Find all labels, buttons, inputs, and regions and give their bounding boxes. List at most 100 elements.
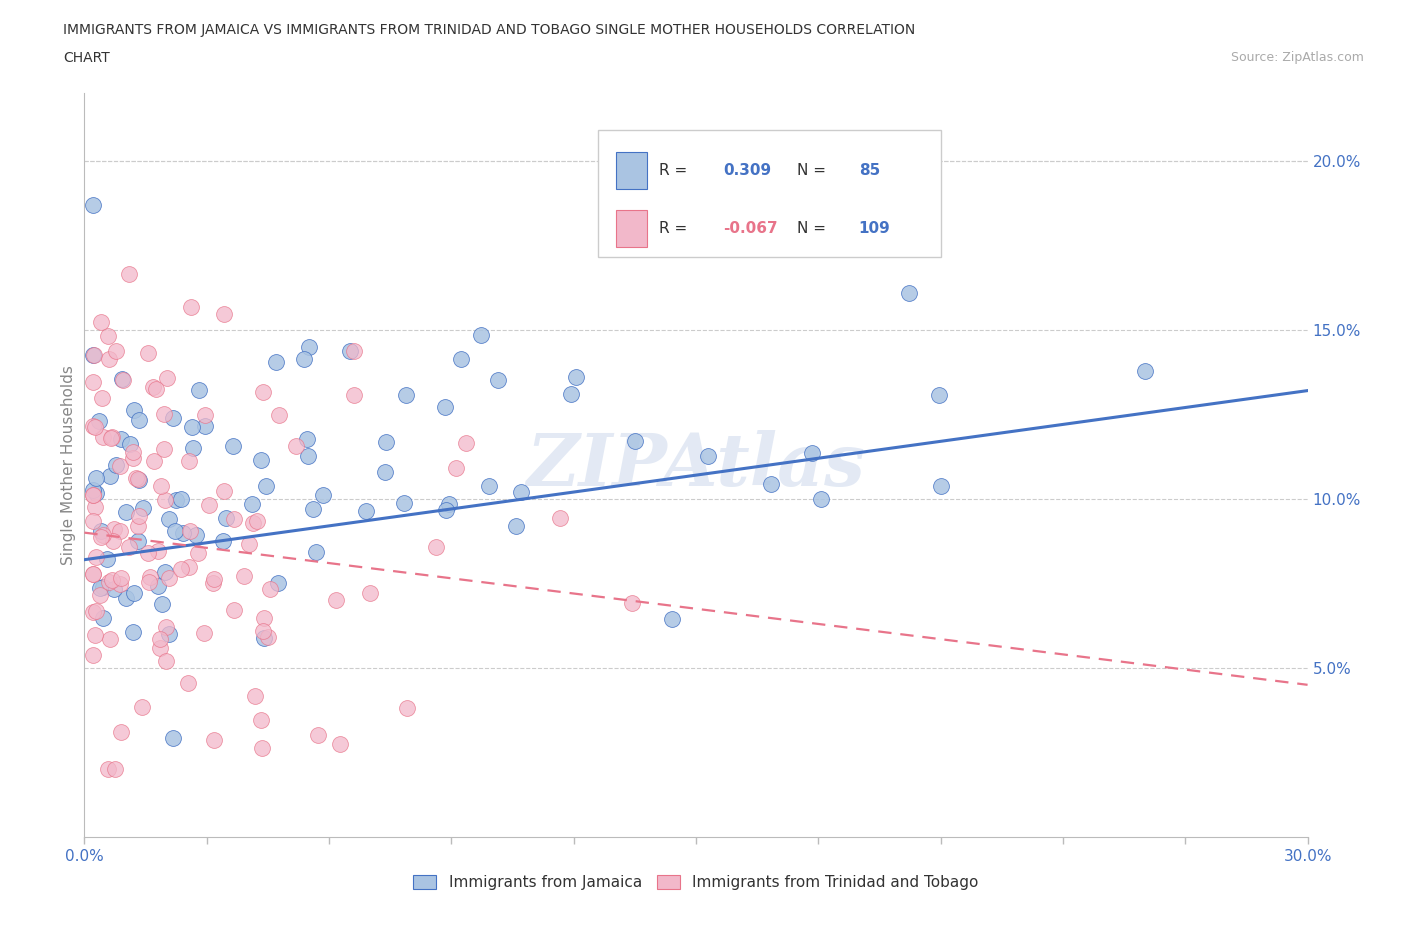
Point: [470, 328, 492, 343]
Point: [89, 588, 111, 603]
Point: [90, 524, 112, 538]
Point: [111, 373, 134, 388]
Point: [100, 572, 122, 587]
Point: [224, 603, 246, 618]
Point: [359, 585, 381, 600]
Point: [302, 502, 325, 517]
Point: [84, 550, 107, 565]
Point: [202, 572, 225, 587]
Point: [157, 512, 180, 526]
Point: [82, 514, 104, 529]
Point: [91, 579, 114, 594]
Text: R =: R =: [659, 163, 692, 179]
Point: [146, 578, 169, 593]
Point: [661, 612, 683, 627]
Point: [179, 524, 201, 538]
Point: [267, 407, 290, 422]
Point: [149, 479, 172, 494]
Point: [97, 352, 120, 366]
Point: [329, 737, 352, 751]
Point: [83, 628, 105, 643]
Point: [157, 570, 180, 585]
Point: [100, 431, 122, 445]
Point: [198, 498, 221, 512]
Point: [91, 610, 114, 625]
Point: [149, 641, 172, 656]
Point: [110, 458, 132, 473]
Point: [110, 371, 132, 386]
Point: [89, 580, 111, 595]
Point: [211, 534, 233, 549]
Point: [128, 413, 150, 428]
Point: [232, 569, 254, 584]
Point: [132, 501, 155, 516]
Point: [176, 675, 198, 690]
Text: IMMIGRANTS FROM JAMAICA VS IMMIGRANTS FROM TRINIDAD AND TOBAGO SINGLE MOTHER HOU: IMMIGRANTS FROM JAMAICA VS IMMIGRANTS FR…: [63, 23, 915, 37]
Point: [450, 352, 472, 366]
FancyBboxPatch shape: [598, 130, 941, 257]
Point: [510, 485, 533, 499]
Point: [127, 534, 149, 549]
Text: CHART: CHART: [63, 51, 110, 65]
Point: [439, 497, 461, 512]
Point: [325, 593, 347, 608]
Point: [215, 512, 238, 526]
Point: [97, 575, 120, 590]
Point: [118, 539, 141, 554]
Point: [108, 577, 131, 591]
Point: [153, 442, 176, 457]
Point: [621, 596, 644, 611]
Point: [90, 529, 112, 544]
Point: [194, 407, 217, 422]
Point: [128, 472, 150, 487]
Point: [150, 596, 173, 611]
Point: [82, 198, 104, 213]
Point: [257, 630, 280, 644]
Point: [82, 566, 104, 581]
Point: [155, 654, 177, 669]
Point: [343, 344, 366, 359]
Point: [110, 571, 132, 586]
Point: [267, 575, 290, 590]
Point: [153, 565, 176, 579]
Text: N =: N =: [797, 163, 831, 179]
Point: [285, 438, 308, 453]
Point: [374, 434, 396, 449]
Point: [155, 619, 177, 634]
Point: [181, 419, 204, 434]
Point: [392, 496, 415, 511]
Point: [162, 410, 184, 425]
Point: [82, 487, 104, 502]
Point: [565, 370, 588, 385]
Point: [254, 478, 277, 493]
Point: [84, 604, 107, 618]
Point: [931, 479, 953, 494]
Point: [82, 348, 104, 363]
Point: [395, 388, 418, 403]
Point: [456, 435, 478, 450]
Point: [122, 403, 145, 418]
Point: [156, 371, 179, 386]
Point: [84, 471, 107, 485]
Point: [98, 631, 121, 646]
Point: [96, 551, 118, 566]
Point: [148, 544, 170, 559]
Point: [169, 491, 191, 506]
Point: [214, 307, 236, 322]
Legend: Immigrants from Jamaica, Immigrants from Trinidad and Tobago: Immigrants from Jamaica, Immigrants from…: [408, 869, 984, 897]
Point: [425, 539, 447, 554]
Point: [165, 524, 187, 538]
Point: [128, 509, 150, 524]
Point: [188, 382, 211, 397]
Point: [222, 439, 245, 454]
Point: [505, 519, 527, 534]
Point: [139, 570, 162, 585]
Text: ZIPAtlas: ZIPAtlas: [527, 430, 865, 500]
Point: [127, 472, 149, 486]
Point: [153, 493, 176, 508]
Point: [252, 623, 274, 638]
Point: [180, 299, 202, 314]
Point: [759, 477, 782, 492]
Point: [131, 700, 153, 715]
Point: [124, 586, 146, 601]
